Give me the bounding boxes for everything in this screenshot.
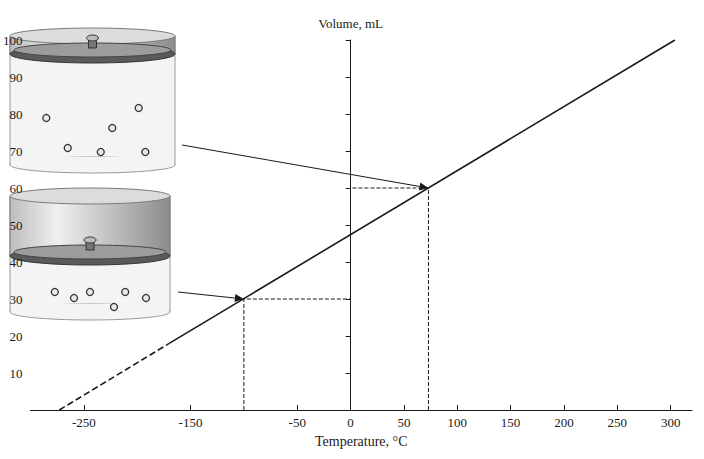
svg-text:70: 70 <box>10 144 23 159</box>
svg-text:30: 30 <box>10 292 23 307</box>
svg-text:50: 50 <box>397 415 410 430</box>
svg-text:0: 0 <box>347 415 354 430</box>
svg-text:100: 100 <box>448 415 468 430</box>
svg-text:-50: -50 <box>289 415 306 430</box>
svg-text:-250: -250 <box>72 415 96 430</box>
svg-text:10: 10 <box>10 366 23 381</box>
svg-text:90: 90 <box>10 70 23 85</box>
svg-text:200: 200 <box>554 415 574 430</box>
svg-text:150: 150 <box>501 415 520 430</box>
svg-text:Temperature, °C: Temperature, °C <box>315 434 407 449</box>
svg-text:250: 250 <box>608 415 628 430</box>
svg-text:40: 40 <box>10 255 23 270</box>
svg-text:Volume, mL: Volume, mL <box>318 16 383 31</box>
svg-text:50: 50 <box>10 218 23 233</box>
svg-text:80: 80 <box>10 107 23 122</box>
svg-text:20: 20 <box>10 329 23 344</box>
svg-text:60: 60 <box>10 181 23 196</box>
svg-text:300: 300 <box>661 415 681 430</box>
svg-text:-150: -150 <box>179 415 203 430</box>
svg-text:100: 100 <box>3 33 23 48</box>
